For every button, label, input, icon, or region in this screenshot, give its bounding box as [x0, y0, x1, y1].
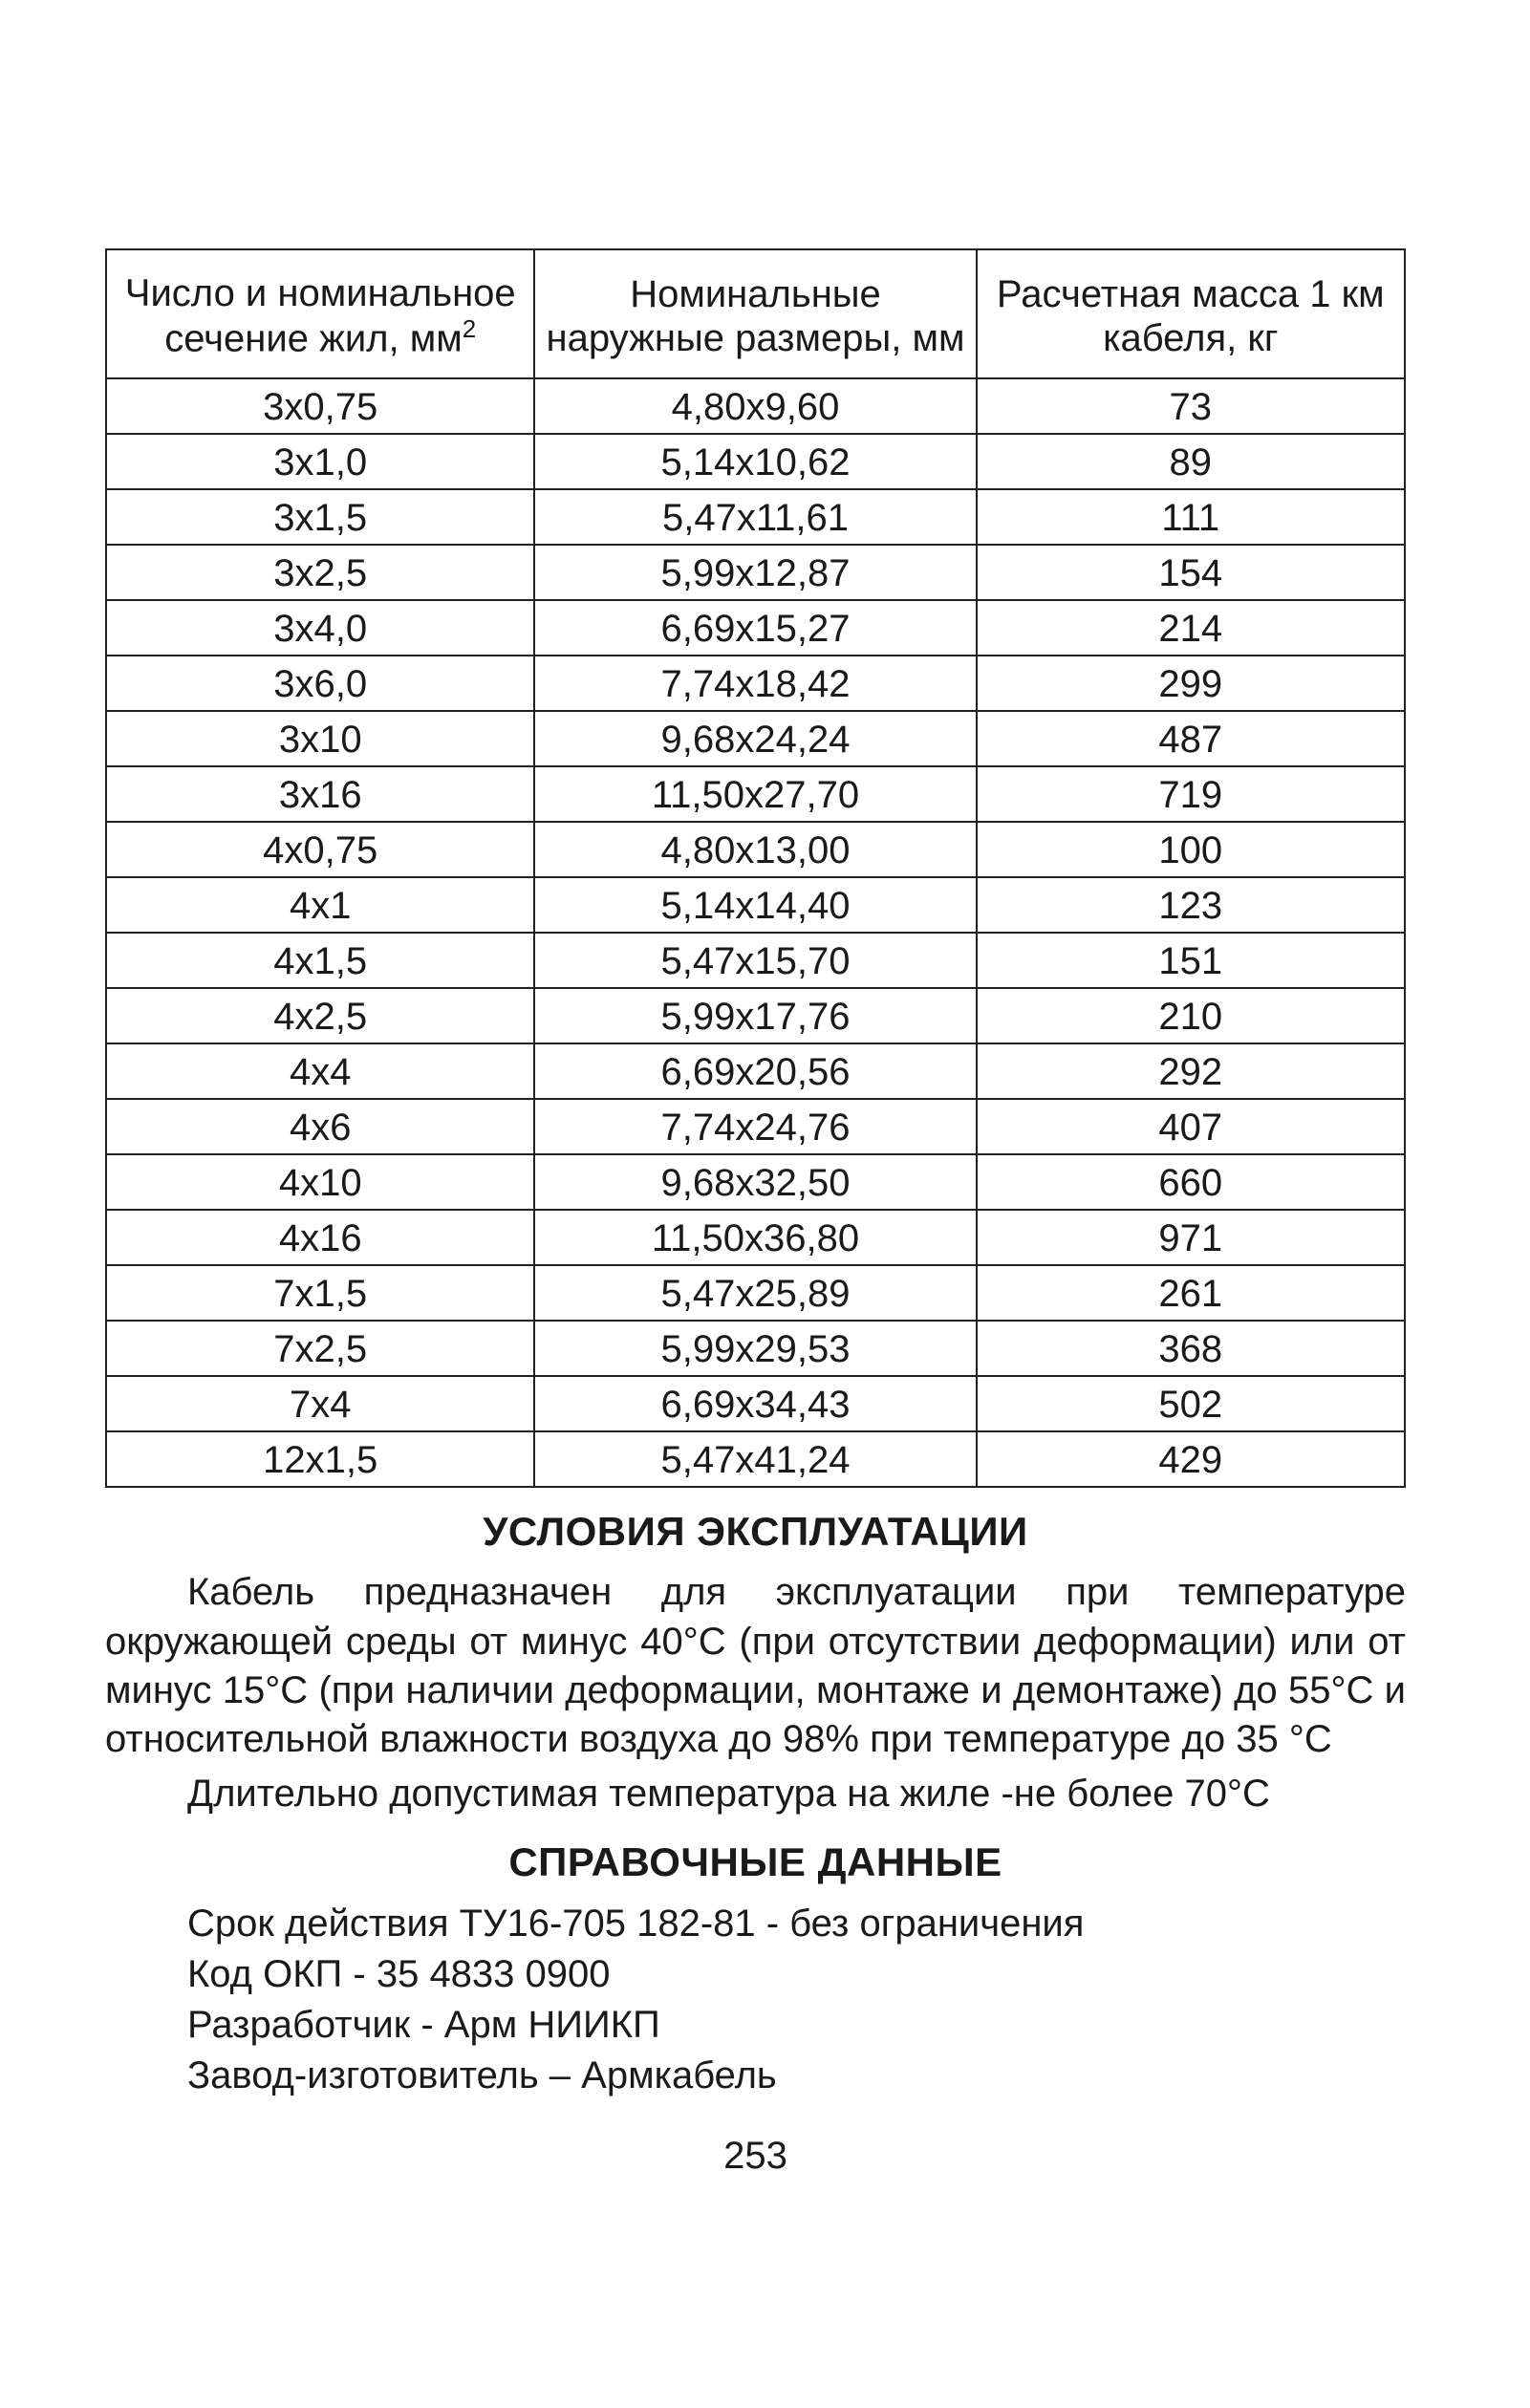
col-header-dimensions: Номинальные наружные размеры, мм — [534, 249, 976, 378]
table-cell: 100 — [977, 822, 1405, 877]
table-cell: 111 — [977, 489, 1405, 545]
table-row: 4x1,55,47x15,70151 — [106, 933, 1405, 988]
table-cell: 9,68x24,24 — [534, 711, 976, 766]
usage-paragraph-2: Длительно допустимая температура на жиле… — [105, 1770, 1406, 1818]
table-row: 3x1,55,47x11,61111 — [106, 489, 1405, 545]
table-cell: 660 — [977, 1154, 1405, 1210]
usage-paragraph-1-text: Кабель предназначен для эксплуатации при… — [105, 1571, 1406, 1760]
table-header-row: Число и номинальное сечение жил, мм2 Ном… — [106, 249, 1405, 378]
table-cell: 292 — [977, 1043, 1405, 1099]
table-cell: 502 — [977, 1376, 1405, 1431]
table-cell: 4x1 — [106, 877, 534, 933]
table-cell: 5,99x12,87 — [534, 545, 976, 600]
table-cell: 9,68x32,50 — [534, 1154, 976, 1210]
table-row: 4x46,69x20,56292 — [106, 1043, 1405, 1099]
table-cell: 73 — [977, 378, 1405, 434]
table-cell: 429 — [977, 1431, 1405, 1487]
usage-paragraph-2-text: Длительно допустимая температура на жиле… — [187, 1773, 1270, 1815]
reference-block: Срок действия ТУ16-705 182-81 - без огра… — [105, 1899, 1406, 2100]
table-cell: 5,14x14,40 — [534, 877, 976, 933]
table-cell: 261 — [977, 1265, 1405, 1321]
table-cell: 214 — [977, 600, 1405, 656]
table-cell: 3x1,0 — [106, 434, 534, 489]
page-number: 253 — [105, 2135, 1406, 2178]
table-cell: 11,50x27,70 — [534, 766, 976, 822]
table-cell: 7,74x24,76 — [534, 1099, 976, 1154]
table-cell: 368 — [977, 1321, 1405, 1376]
reference-line: Завод-изготовитель – Армкабель — [105, 2051, 1406, 2101]
table-row: 3x1,05,14x10,6289 — [106, 434, 1405, 489]
table-cell: 407 — [977, 1099, 1405, 1154]
reference-line: Срок действия ТУ16-705 182-81 - без огра… — [105, 1899, 1406, 1949]
table-cell: 4x4 — [106, 1043, 534, 1099]
table-cell: 4x1,5 — [106, 933, 534, 988]
table-cell: 3x1,5 — [106, 489, 534, 545]
table-cell: 3x0,75 — [106, 378, 534, 434]
table-cell: 6,69x20,56 — [534, 1043, 976, 1099]
table-cell: 719 — [977, 766, 1405, 822]
table-cell: 4,80x9,60 — [534, 378, 976, 434]
reference-line: Код ОКП - 35 4833 0900 — [105, 1949, 1406, 2000]
table-cell: 299 — [977, 656, 1405, 711]
table-cell: 487 — [977, 711, 1405, 766]
table-cell: 5,47x11,61 — [534, 489, 976, 545]
table-cell: 5,99x17,76 — [534, 988, 976, 1043]
table-cell: 3x2,5 — [106, 545, 534, 600]
table-row: 4x109,68x32,50660 — [106, 1154, 1405, 1210]
table-row: 3x4,06,69x15,27214 — [106, 600, 1405, 656]
table-cell: 123 — [977, 877, 1405, 933]
table-cell: 7x1,5 — [106, 1265, 534, 1321]
table-row: 3x109,68x24,24487 — [106, 711, 1405, 766]
table-row: 4x2,55,99x17,76210 — [106, 988, 1405, 1043]
table-cell: 6,69x34,43 — [534, 1376, 976, 1431]
table-cell: 5,14x10,62 — [534, 434, 976, 489]
table-cell: 151 — [977, 933, 1405, 988]
table-cell: 4,80x13,00 — [534, 822, 976, 877]
table-cell: 971 — [977, 1210, 1405, 1265]
table-cell: 11,50x36,80 — [534, 1210, 976, 1265]
table-cell: 7x4 — [106, 1376, 534, 1431]
table-cell: 154 — [977, 545, 1405, 600]
table-cell: 5,99x29,53 — [534, 1321, 976, 1376]
table-cell: 3x4,0 — [106, 600, 534, 656]
reference-line: Разработчик - Арм НИИКП — [105, 2000, 1406, 2051]
table-cell: 89 — [977, 434, 1405, 489]
table-row: 3x0,754,80x9,6073 — [106, 378, 1405, 434]
table-row: 4x67,74x24,76407 — [106, 1099, 1405, 1154]
reference-title: СПРАВОЧНЫЕ ДАННЫЕ — [105, 1839, 1406, 1885]
table-row: 3x6,07,74x18,42299 — [106, 656, 1405, 711]
table-cell: 12x1,5 — [106, 1431, 534, 1487]
table-cell: 210 — [977, 988, 1405, 1043]
table-cell: 4x6 — [106, 1099, 534, 1154]
table-cell: 4x16 — [106, 1210, 534, 1265]
table-cell: 5,47x15,70 — [534, 933, 976, 988]
usage-title: УСЛОВИЯ ЭКСПЛУАТАЦИИ — [105, 1509, 1406, 1555]
table-cell: 4x0,75 — [106, 822, 534, 877]
table-row: 7x2,55,99x29,53368 — [106, 1321, 1405, 1376]
table-row: 7x1,55,47x25,89261 — [106, 1265, 1405, 1321]
table-cell: 7x2,5 — [106, 1321, 534, 1376]
table-row: 3x2,55,99x12,87154 — [106, 545, 1405, 600]
page: Число и номинальное сечение жил, мм2 Ном… — [0, 0, 1530, 2408]
table-cell: 3x10 — [106, 711, 534, 766]
table-cell: 3x6,0 — [106, 656, 534, 711]
table-row: 4x0,754,80x13,00100 — [106, 822, 1405, 877]
table-cell: 4x10 — [106, 1154, 534, 1210]
usage-paragraph-1: Кабель предназначен для эксплуатации при… — [105, 1568, 1406, 1764]
table-row: 12x1,55,47x41,24429 — [106, 1431, 1405, 1487]
table-cell: 6,69x15,27 — [534, 600, 976, 656]
col-header-mass: Расчетная масса 1 км кабеля, кг — [977, 249, 1405, 378]
table-cell: 5,47x25,89 — [534, 1265, 976, 1321]
table-row: 3x1611,50x27,70719 — [106, 766, 1405, 822]
table-cell: 3x16 — [106, 766, 534, 822]
col-header-section: Число и номинальное сечение жил, мм2 — [106, 249, 534, 378]
table-cell: 4x2,5 — [106, 988, 534, 1043]
spec-table: Число и номинальное сечение жил, мм2 Ном… — [105, 248, 1406, 1488]
table-row: 7x46,69x34,43502 — [106, 1376, 1405, 1431]
table-row: 4x15,14x14,40123 — [106, 877, 1405, 933]
table-cell: 7,74x18,42 — [534, 656, 976, 711]
table-cell: 5,47x41,24 — [534, 1431, 976, 1487]
table-body: 3x0,754,80x9,60733x1,05,14x10,62893x1,55… — [106, 378, 1405, 1487]
table-row: 4x1611,50x36,80971 — [106, 1210, 1405, 1265]
